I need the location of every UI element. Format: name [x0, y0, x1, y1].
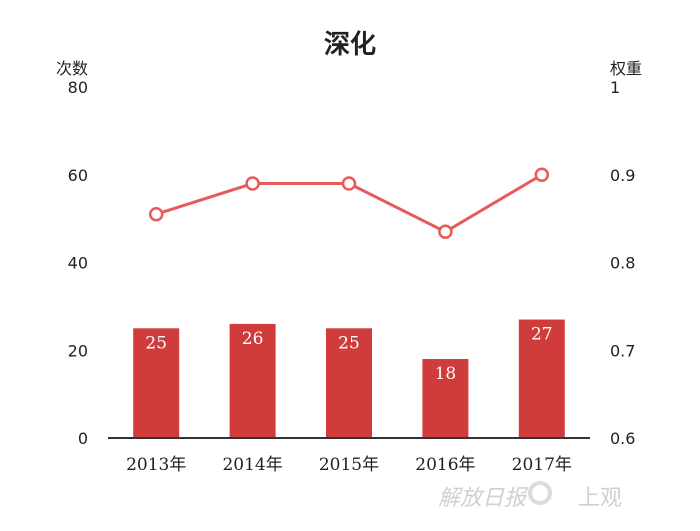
bar — [326, 328, 372, 438]
bar-value-label: 25 — [338, 333, 360, 353]
line-point — [341, 176, 357, 191]
bar — [422, 359, 469, 438]
x-tick-label: 2016年 — [415, 455, 475, 475]
bar-value-label: 26 — [242, 329, 264, 349]
x-tick-label: 2015年 — [319, 455, 379, 475]
left-tick-label: 20 — [68, 341, 88, 360]
right-tick-label: 0.9 — [610, 166, 635, 185]
line-point — [534, 167, 550, 182]
bar-value-label: 27 — [531, 325, 553, 345]
watermark-ring-icon — [528, 481, 552, 505]
right-tick-label: 1 — [610, 78, 620, 97]
left-tick-label: 40 — [68, 254, 88, 273]
x-tick-label: 2013年 — [126, 455, 186, 475]
line-point — [245, 176, 260, 191]
watermark-logo: 解放日报 — [438, 486, 527, 511]
x-tick-label: 2017年 — [512, 455, 572, 475]
bar — [229, 323, 276, 438]
right-tick-label: 0.6 — [610, 429, 635, 448]
bar — [133, 328, 180, 438]
left-axis-label: 次数 — [56, 59, 89, 78]
bar-value-label: 18 — [435, 364, 457, 384]
left-tick-label: 0 — [78, 429, 88, 448]
line-point — [438, 224, 453, 240]
watermark-brand: 上观 — [578, 486, 623, 511]
right-tick-label: 0.8 — [610, 254, 635, 273]
left-tick-label: 60 — [68, 166, 88, 185]
x-tick-label: 2014年 — [222, 455, 282, 475]
bar-value-label: 25 — [145, 333, 167, 353]
chart-title: 深化 — [323, 30, 376, 60]
line-point — [148, 206, 164, 222]
right-axis-label: 权重 — [610, 59, 643, 78]
bar — [518, 319, 565, 438]
right-tick-label: 0.7 — [610, 341, 635, 360]
left-tick-label: 80 — [68, 78, 88, 97]
